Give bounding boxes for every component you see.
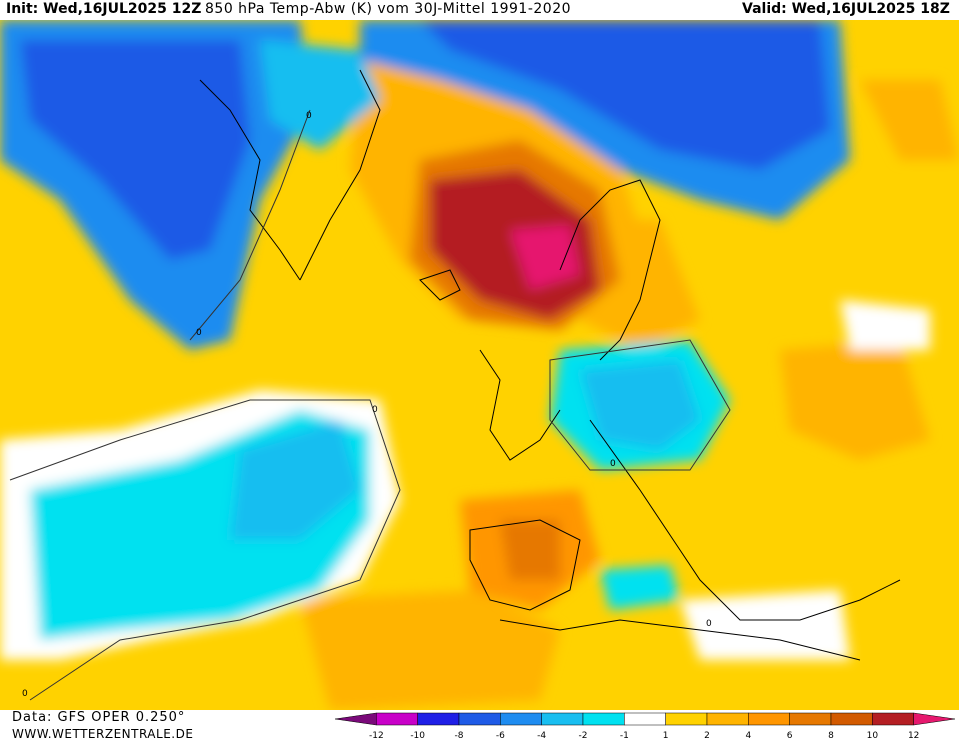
contour-label: 0 — [22, 689, 28, 699]
color-legend: -12 -10 -8 -6 -4 -2 -1 1 2 4 6 8 10 12 — [334, 712, 956, 741]
map-footer: Data: GFS OPER 0.250° WWW.WETTERZENTRALE… — [0, 710, 959, 741]
coastlines — [199, 69, 901, 661]
legend-tick-label: -6 — [496, 731, 505, 741]
legend-swatch — [830, 712, 873, 726]
legend-tick-label: -8 — [455, 731, 464, 741]
legend-swatch — [541, 712, 584, 726]
legend-swatch — [748, 712, 790, 726]
valid-time: Valid: Wed,16JUL2025 18Z — [742, 1, 950, 17]
anomaly-warm-africa — [300, 590, 560, 710]
coastline-iberia — [469, 519, 581, 611]
legend-swatch — [334, 712, 377, 726]
data-source: Data: GFS OPER 0.250° — [12, 710, 186, 725]
legend-swatch — [376, 712, 418, 726]
legend-tick-label: 4 — [745, 731, 751, 741]
contour-label: 0 — [196, 328, 202, 338]
anomaly-neutral-mediterranean — [680, 590, 850, 660]
contour-atlantic — [9, 399, 401, 701]
website-link: WWW.WETTERZENTRALE.DE — [12, 727, 194, 741]
legend-tick-label: -4 — [537, 731, 546, 741]
coastline-british-isles — [479, 349, 561, 461]
legend-swatch — [872, 712, 914, 726]
map-header: Init: Wed,16JUL2025 12Z 850 hPa Temp-Abw… — [0, 0, 959, 20]
anomaly-cool-mediterranean — [600, 565, 680, 610]
contour-label: 0 — [372, 405, 378, 415]
legend-swatch — [500, 712, 542, 726]
legend-swatch — [417, 712, 460, 726]
legend-tick-label: 12 — [908, 731, 919, 741]
legend-swatch — [665, 712, 708, 726]
legend-tick-label: 6 — [787, 731, 793, 741]
contour-label: 0 — [610, 459, 616, 469]
anomaly-warm-east — [780, 340, 930, 460]
contour-label: 0 — [706, 619, 712, 629]
coastline-north-africa — [499, 619, 861, 661]
coastline-iceland — [419, 269, 461, 301]
anomaly-hot-iberia — [500, 520, 560, 580]
coastline-scandinavia — [559, 179, 661, 361]
anomaly-extreme-norway — [510, 225, 580, 290]
anomaly-warm-ne — [860, 80, 959, 160]
legend-tick-label: 8 — [828, 731, 834, 741]
anomaly-colder-arctic — [420, 20, 830, 170]
legend-swatch — [789, 712, 832, 726]
temperature-anomaly-map: 0 0 0 0 0 0 — [0, 20, 959, 710]
map-title: 850 hPa Temp-Abw (K) vom 30J-Mittel 1991… — [205, 1, 572, 17]
anomaly-colder-canada — [20, 40, 250, 260]
legend-tick-label: -2 — [579, 731, 588, 741]
legend-tick-label: 2 — [704, 731, 710, 741]
legend-swatch — [624, 712, 666, 726]
legend-swatch — [913, 712, 956, 726]
anomaly-cool-baffin — [260, 40, 380, 150]
legend-tick-label: -12 — [369, 731, 384, 741]
anomaly-neutral-east — [840, 300, 930, 350]
coastline-greenland-west — [199, 79, 301, 281]
init-time: Init: Wed,16JUL2025 12Z — [6, 1, 202, 17]
contour-canada — [189, 109, 311, 341]
legend-swatch — [458, 712, 501, 726]
legend-tick-label: 1 — [663, 731, 669, 741]
legend-swatch — [582, 712, 625, 726]
contour-label: 0 — [306, 111, 312, 121]
anomaly-cold-atlantic — [230, 420, 360, 540]
coastline-greenland-east — [299, 69, 381, 281]
anomaly-cold-centraleurope — [580, 360, 700, 450]
zero-contours — [9, 109, 731, 701]
legend-tick-label: -1 — [620, 731, 629, 741]
legend-tick-label: 10 — [867, 731, 879, 741]
contour-europe — [549, 339, 731, 471]
legend-swatch — [706, 712, 749, 726]
coastline-mediterranean — [589, 419, 901, 621]
legend-tick-label: -10 — [410, 731, 425, 741]
